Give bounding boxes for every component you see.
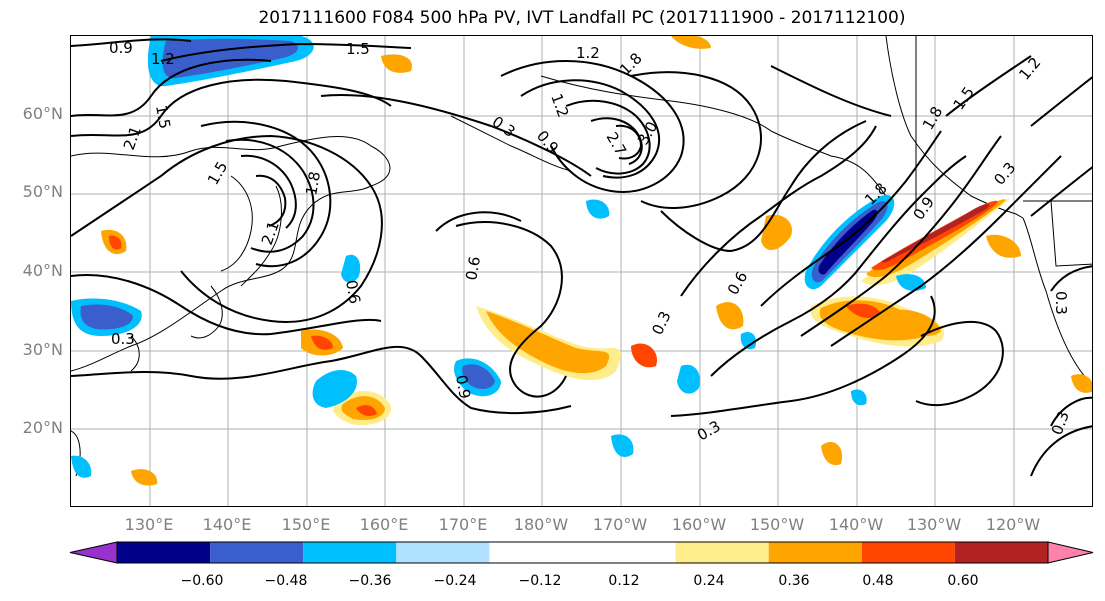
lon-label: 180°W bbox=[513, 515, 569, 534]
lon-label: 140°W bbox=[828, 515, 884, 534]
contour-label: 0.3 bbox=[1052, 291, 1070, 315]
contour-label: 1.2 bbox=[1015, 54, 1044, 84]
contour-label: 1.5 bbox=[346, 40, 370, 58]
contour-label: 0.3 bbox=[111, 330, 135, 348]
colorbar-segment bbox=[768, 542, 862, 563]
colorbar-extend-high bbox=[1047, 541, 1094, 564]
colorbar-tick-label: −0.12 bbox=[518, 573, 562, 589]
colorbar-tick-label: −0.48 bbox=[264, 573, 308, 589]
lat-label: 40°N bbox=[22, 261, 63, 280]
contour-label: 0.6 bbox=[462, 255, 484, 282]
colorbar-tick-label: 0.60 bbox=[947, 573, 979, 589]
contour-label: 0.3 bbox=[990, 159, 1019, 189]
lat-label: 50°N bbox=[22, 182, 63, 201]
colorbar-outline bbox=[116, 541, 1049, 564]
lon-label: 140°E bbox=[202, 515, 252, 534]
contour-label: 1.5 bbox=[152, 104, 174, 131]
contour-label: 1.2 bbox=[576, 44, 600, 62]
colorbar-segment bbox=[861, 542, 955, 563]
contour-label: 0.3 bbox=[648, 308, 674, 337]
colorbar-tick-label: −0.24 bbox=[433, 573, 477, 589]
lat-label: 60°N bbox=[22, 104, 63, 123]
colorbar-segments bbox=[69, 541, 1094, 564]
contour-label: 0.9 bbox=[452, 374, 474, 401]
contour-label: 0.9 bbox=[533, 127, 562, 157]
contour-label: 1.8 bbox=[919, 103, 947, 133]
colorbar-segment bbox=[675, 542, 769, 563]
pv-contours bbox=[71, 38, 1092, 477]
map-panel: 0.9 1.2 1.5 1.2 1.5 2.1 1.5 1.8 2.1 0.3 … bbox=[70, 35, 1093, 507]
colorbar-segment bbox=[954, 542, 1048, 563]
lat-label: 20°N bbox=[22, 418, 63, 437]
contour-label: 2.7 bbox=[603, 129, 631, 159]
contour-label: 0.6 bbox=[724, 268, 752, 298]
lon-label: 150°W bbox=[749, 515, 805, 534]
colorbar-segment bbox=[396, 542, 490, 563]
contour-label: 1.5 bbox=[204, 158, 232, 188]
contour-label: 0.9 bbox=[910, 193, 938, 223]
lon-label: 170°E bbox=[438, 515, 488, 534]
contour-label: 0.9 bbox=[109, 39, 133, 57]
colorbar-tick-label: 0.48 bbox=[862, 573, 894, 589]
lon-label: 130°E bbox=[124, 515, 174, 534]
lat-label: 30°N bbox=[22, 340, 63, 359]
colorbar-segment bbox=[303, 542, 397, 563]
map-title: 2017111600 F084 500 hPa PV, IVT Landfall… bbox=[258, 8, 906, 28]
contour-label: 0.6 bbox=[342, 279, 364, 306]
contour-label: 2.1 bbox=[258, 219, 283, 248]
ivt-positive-shading bbox=[101, 36, 1092, 486]
lon-label: 160°E bbox=[359, 515, 409, 534]
lon-label: 170°W bbox=[592, 515, 648, 534]
lon-label: 120°W bbox=[985, 515, 1041, 534]
colorbar-extend-low bbox=[69, 541, 118, 564]
lon-label: 150°E bbox=[281, 515, 331, 534]
colorbar-tick-label: −0.60 bbox=[180, 573, 224, 589]
contour-label: 0.3 bbox=[694, 417, 724, 445]
colorbar-segment bbox=[210, 542, 304, 563]
contour-label: 2.1 bbox=[120, 124, 145, 153]
map-canvas: 0.9 1.2 1.5 1.2 1.5 2.1 1.5 1.8 2.1 0.3 … bbox=[71, 36, 1092, 506]
contour-label: 1.8 bbox=[302, 170, 324, 197]
lon-label: 130°W bbox=[906, 515, 962, 534]
colorbar-tick-label: 0.36 bbox=[778, 573, 810, 589]
colorbar-tick-label: −0.36 bbox=[348, 573, 392, 589]
contour-label: 1.2 bbox=[151, 50, 175, 68]
lon-label: 160°W bbox=[671, 515, 727, 534]
contour-label: 3.0 bbox=[634, 118, 662, 148]
colorbar-tick-label: 0.24 bbox=[693, 573, 725, 589]
colorbar-tick-label: 0.12 bbox=[608, 573, 640, 589]
colorbar-segment bbox=[489, 542, 583, 563]
colorbar-segment bbox=[117, 542, 211, 563]
colorbar-segment bbox=[582, 542, 676, 563]
